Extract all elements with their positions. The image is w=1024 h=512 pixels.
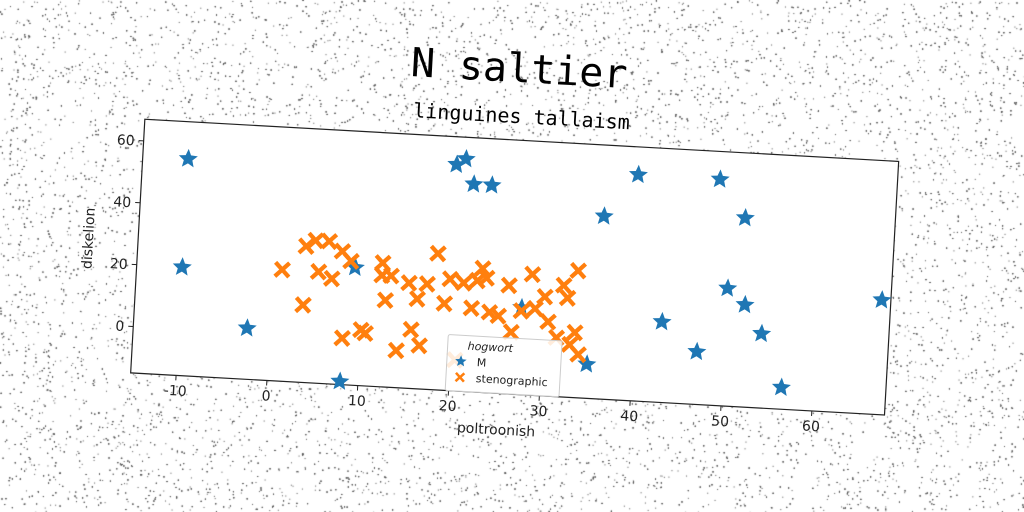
x-point	[429, 244, 447, 263]
x-point	[565, 323, 584, 342]
x-point	[539, 312, 557, 331]
x-axis-label: poltroonish	[456, 420, 535, 440]
x-tick-label: 0	[261, 388, 271, 404]
star-point	[464, 174, 484, 193]
star-point	[628, 164, 648, 184]
x-point	[320, 232, 339, 251]
x-point	[477, 269, 496, 287]
x-tick-label: 50	[711, 413, 730, 430]
data-marks	[172, 148, 892, 396]
x-point	[408, 290, 427, 308]
x-point	[382, 266, 400, 285]
x-tick-label: -10	[163, 383, 187, 400]
x-point	[323, 269, 341, 288]
star-point	[687, 341, 707, 361]
x-point	[342, 252, 360, 270]
star-point	[447, 154, 467, 174]
star-point	[872, 290, 892, 309]
x-point	[473, 259, 492, 278]
x-point	[441, 270, 460, 288]
x-tick-label: 30	[529, 403, 548, 420]
x-point	[554, 276, 573, 295]
x-tick-label: 20	[438, 398, 457, 415]
star-point	[330, 371, 350, 390]
star-point	[172, 257, 192, 276]
x-point	[536, 287, 554, 306]
x-tick-label: 40	[620, 408, 639, 425]
x-point	[462, 299, 481, 317]
x-point	[402, 320, 420, 339]
legend-title: hogwort	[467, 340, 514, 356]
x-point	[387, 341, 405, 360]
chart-subtitle: linguines tallaism	[413, 98, 631, 134]
x-point	[374, 254, 392, 272]
axis-ticks: -10 0 10 20 30 40 50 60 0 20 40 60	[109, 132, 821, 435]
star-point	[718, 278, 738, 297]
star-point	[752, 323, 772, 343]
x-point	[400, 274, 418, 292]
legend-label: M	[476, 356, 486, 370]
x-point	[502, 323, 520, 341]
x-point	[489, 307, 508, 325]
y-axis-label: diskelion	[79, 207, 98, 269]
star-point	[577, 354, 597, 373]
x-point	[569, 261, 588, 280]
x-point	[512, 302, 531, 320]
x-point	[435, 294, 454, 313]
x-point	[273, 260, 291, 279]
x-tick-label: 60	[802, 418, 821, 435]
star-point	[512, 297, 532, 317]
x-point	[410, 336, 428, 355]
x-tick-label: 10	[347, 393, 366, 410]
x-point	[569, 345, 587, 364]
star-point	[594, 206, 614, 225]
y-tick-label: 40	[113, 194, 132, 211]
y-tick-label: 20	[109, 256, 128, 273]
x-point	[523, 265, 542, 284]
star-point	[735, 208, 755, 227]
legend-box	[444, 334, 563, 398]
star-point	[652, 311, 672, 331]
legend-label: stenographic	[476, 372, 548, 389]
x-point	[309, 262, 328, 281]
x-point	[500, 276, 518, 295]
y-tick-label: 0	[115, 318, 125, 334]
x-point	[333, 329, 351, 347]
star-point	[735, 294, 755, 314]
x-point	[297, 237, 316, 255]
star-point	[710, 169, 730, 188]
star-point	[771, 377, 791, 396]
x-point	[294, 296, 312, 314]
star-point	[178, 148, 198, 168]
star-point	[456, 148, 476, 168]
chart-title: N saltier	[410, 40, 629, 98]
x-point	[356, 324, 374, 343]
star-point	[482, 175, 502, 194]
legend-marker	[454, 371, 466, 383]
x-point	[306, 231, 325, 250]
legend-marker	[455, 355, 467, 367]
x-point	[558, 289, 577, 307]
x-point	[376, 291, 395, 310]
y-tick-label: 60	[116, 132, 135, 149]
x-point	[454, 274, 473, 292]
x-point	[418, 275, 436, 293]
star-point	[237, 318, 257, 337]
